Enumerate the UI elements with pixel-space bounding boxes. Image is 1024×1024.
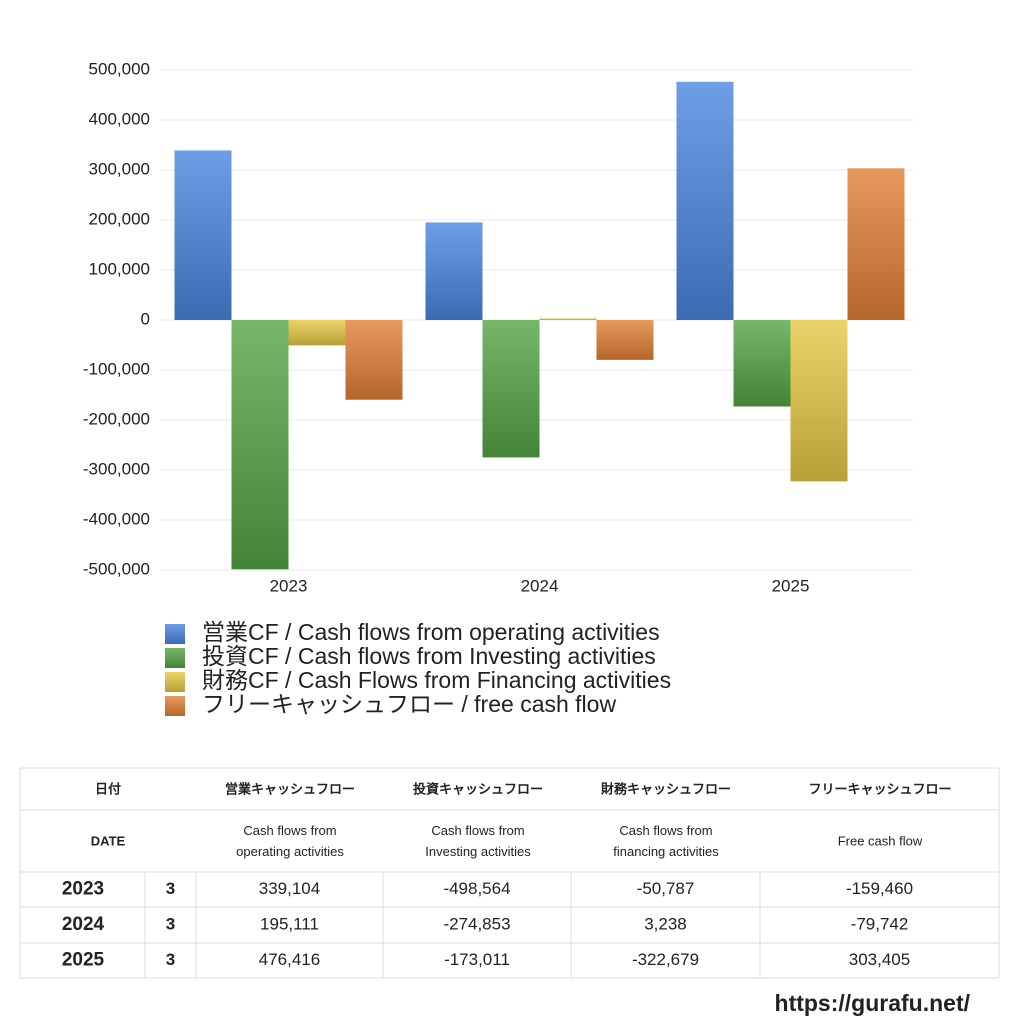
table-header: フリーキャッシュフロー [808,781,951,796]
y-tick-label: 0 [141,309,150,328]
table-row-label: 2024 [62,914,105,935]
x-tick-label: 2025 [772,576,810,595]
bar [231,320,289,570]
y-tick-label: -200,000 [83,409,150,428]
table-cell: 3,238 [644,914,687,933]
bar [596,320,654,360]
bar [676,81,734,321]
y-tick-label: 100,000 [89,259,150,278]
y-tick-label: -300,000 [83,459,150,478]
table-header: 投資キャッシュフロー [413,781,543,796]
table-subheader: DATE [91,833,126,848]
legend-label: 財務CF / Cash Flows from Financing activit… [202,667,671,693]
table-cell: -322,679 [632,950,699,969]
bar [733,320,791,407]
bar [425,222,483,320]
y-tick-label: 200,000 [89,209,150,228]
table-header: 営業キャッシュフロー [225,781,355,796]
y-tick-label: 500,000 [89,59,150,78]
table-cell: 476,416 [259,950,320,969]
table-cell: -274,853 [443,914,510,933]
bar [539,318,597,320]
bar [174,150,232,320]
table-cell: 195,111 [260,914,319,933]
legend-swatch [165,696,185,716]
y-tick-label: -500,000 [83,559,150,578]
legend-label: フリーキャッシュフロー / free cash flow [202,691,616,717]
bar [482,320,540,458]
table-subheader: Cash flows from [431,823,524,838]
table-header: 日付 [95,781,121,796]
bar [790,320,848,482]
table-row-label: 3 [166,914,175,933]
y-tick-label: -100,000 [83,359,150,378]
table-row-label: 2025 [62,950,105,971]
table-subheader: Free cash flow [838,833,923,848]
legend-swatch [165,672,185,692]
footer-url: https://gurafu.net/ [775,990,971,1016]
x-tick-label: 2023 [270,576,308,595]
y-tick-label: -400,000 [83,509,150,528]
table-cell: -79,742 [851,914,909,933]
table-subheader: operating activities [236,844,344,859]
legend-label: 投資CF / Cash flows from Investing activit… [202,643,656,669]
table-subheader: Cash flows from [243,823,336,838]
bar [847,168,905,320]
y-tick-label: 300,000 [89,159,150,178]
table-cell: 303,405 [849,950,910,969]
legend-label: 営業CF / Cash flows from operating activit… [202,619,660,645]
bar [345,320,403,400]
bar [288,320,346,346]
table-cell: -173,011 [444,950,510,969]
table-subheader: financing activities [613,844,719,859]
table-cell: -159,460 [846,879,913,898]
table-header: 財務キャッシュフロー [600,781,731,796]
x-tick-label: 2024 [521,576,559,595]
table-subheader: Cash flows from [619,823,712,838]
table-subheader: Investing activities [425,844,531,859]
legend-swatch [165,624,185,644]
table-row-label: 3 [166,950,175,969]
legend-swatch [165,648,185,668]
table-row-label: 3 [166,879,175,898]
table-cell: -50,787 [637,879,695,898]
table-row-label: 2023 [62,879,104,900]
y-tick-label: 400,000 [89,109,150,128]
table-cell: -498,564 [443,879,510,898]
table-cell: 339,104 [259,879,320,898]
